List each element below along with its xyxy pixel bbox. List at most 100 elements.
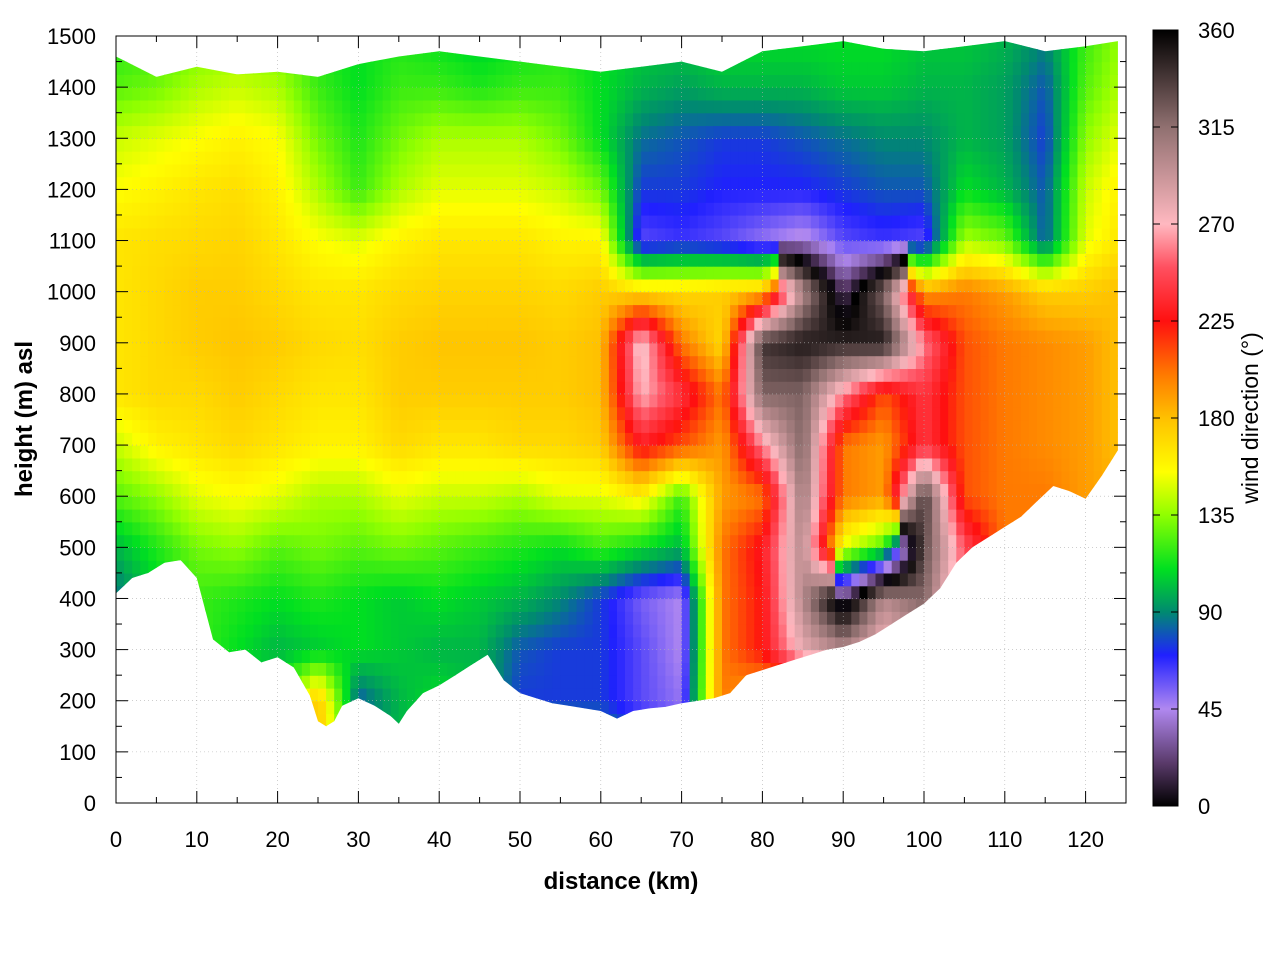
heatmap-cell	[689, 342, 699, 357]
heatmap-cell	[722, 470, 731, 484]
heatmap-cell	[705, 176, 715, 190]
heatmap-cell	[350, 240, 359, 254]
heatmap-cell	[326, 240, 335, 254]
heatmap-cell	[705, 253, 715, 267]
heatmap-cell	[568, 585, 578, 600]
heatmap-cell	[673, 151, 683, 165]
heatmap-cell	[697, 240, 707, 254]
heatmap-cell	[213, 739, 222, 752]
heatmap-cell	[237, 342, 246, 357]
heatmap-cell	[787, 777, 796, 790]
heatmap-cell	[544, 48, 553, 63]
heatmap-cell	[431, 266, 440, 280]
heatmap-cell	[625, 457, 634, 472]
heatmap-cell	[641, 291, 650, 306]
heatmap-cell	[415, 215, 424, 229]
heatmap-cell	[326, 291, 335, 306]
heatmap-cell	[237, 649, 246, 663]
heatmap-cell	[196, 278, 206, 293]
heatmap-cell	[552, 713, 561, 727]
heatmap-cell	[116, 48, 125, 63]
heatmap-cell	[617, 457, 626, 472]
heatmap-cell	[625, 726, 634, 727]
heatmap-cell	[398, 74, 408, 88]
heatmap-cell	[132, 99, 141, 114]
heatmap-cell	[116, 342, 125, 357]
heatmap-cell	[318, 790, 327, 803]
heatmap-cell	[722, 202, 731, 216]
heatmap-cell	[552, 393, 561, 408]
heatmap-cell	[455, 675, 465, 689]
heatmap-cell	[495, 304, 505, 318]
heatmap-cell	[471, 151, 481, 165]
heatmap-cell	[406, 215, 416, 229]
heatmap-cell	[544, 393, 553, 408]
heatmap-cell	[253, 598, 263, 612]
heatmap-cell	[423, 534, 432, 548]
heatmap-cell	[503, 406, 513, 421]
heatmap-cell	[358, 151, 368, 165]
heatmap-cell	[350, 790, 359, 803]
heatmap-cell	[722, 215, 731, 229]
heatmap-cell	[358, 560, 368, 574]
heatmap-cell	[423, 662, 432, 676]
heatmap-cell	[455, 432, 465, 446]
heatmap-cell	[366, 368, 376, 382]
heatmap-cell	[690, 765, 699, 778]
heatmap-cell	[245, 393, 254, 408]
heatmap-cell	[689, 598, 699, 612]
heatmap-cell	[237, 87, 246, 101]
heatmap-cell	[358, 700, 368, 715]
heatmap-cell	[164, 445, 174, 459]
heatmap-cell	[608, 457, 618, 472]
heatmap-cell	[116, 636, 125, 651]
heatmap-cell	[778, 483, 788, 497]
heatmap-cell	[156, 509, 166, 523]
heatmap-cell	[439, 649, 448, 663]
heatmap-cell	[237, 445, 246, 459]
heatmap-cell	[406, 355, 416, 369]
heatmap-cell	[204, 342, 214, 357]
heatmap-cell	[762, 521, 772, 536]
heatmap-cell	[415, 253, 424, 267]
heatmap-cell	[770, 368, 780, 382]
heatmap-cell	[350, 163, 359, 178]
heatmap-cell	[738, 253, 747, 267]
heatmap-cell	[633, 342, 642, 357]
heatmap-cell	[544, 87, 553, 101]
heatmap-cell	[536, 547, 545, 561]
heatmap-cell	[705, 572, 715, 587]
heatmap-cell	[487, 291, 497, 306]
heatmap-cell	[455, 649, 465, 663]
heatmap-cell	[770, 393, 780, 408]
heatmap-cell	[140, 713, 149, 727]
heatmap-cell	[471, 330, 481, 344]
heatmap-cell	[350, 585, 359, 600]
heatmap-cell	[269, 585, 279, 600]
heatmap-cell	[762, 189, 772, 203]
heatmap-cell	[665, 598, 675, 612]
heatmap-cell	[665, 662, 675, 676]
heatmap-cell	[528, 381, 537, 395]
heatmap-cell	[689, 202, 699, 216]
heatmap-cell	[576, 87, 586, 101]
heatmap-cell	[705, 125, 715, 139]
heatmap-cell	[285, 713, 295, 727]
heatmap-cell	[164, 598, 174, 612]
heatmap-cell	[334, 227, 343, 242]
heatmap-cell	[657, 470, 667, 484]
heatmap-cell	[148, 278, 157, 293]
heatmap-cell	[269, 74, 279, 88]
heatmap-cell	[148, 202, 157, 216]
heatmap-cell	[204, 662, 214, 676]
heatmap-cell	[617, 202, 626, 216]
heatmap-cell	[560, 777, 569, 790]
heatmap-cell	[705, 700, 715, 715]
heatmap-cell	[309, 547, 319, 561]
heatmap-cell	[697, 713, 707, 727]
heatmap-cell	[520, 406, 529, 421]
heatmap-cell	[649, 700, 658, 715]
heatmap-cell	[285, 355, 295, 369]
heatmap-cell	[326, 138, 335, 152]
heatmap-cell	[705, 163, 715, 178]
